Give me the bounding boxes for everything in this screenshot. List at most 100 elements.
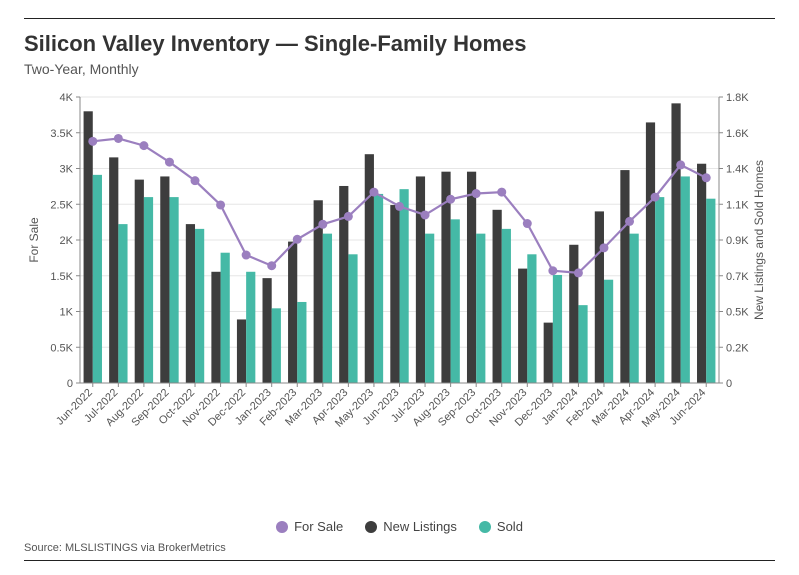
bar-sold bbox=[476, 234, 485, 383]
svg-text:1.4K: 1.4K bbox=[726, 164, 749, 176]
marker-for-sale bbox=[344, 212, 353, 221]
marker-for-sale bbox=[472, 189, 481, 198]
bar-sold bbox=[451, 219, 460, 383]
y-axis-left-title: For Sale bbox=[27, 217, 41, 263]
bar-sold bbox=[553, 275, 562, 383]
bar-sold bbox=[221, 253, 230, 383]
bar-new-listings bbox=[288, 242, 297, 383]
bar-sold bbox=[604, 280, 613, 383]
bar-new-listings bbox=[569, 245, 578, 383]
marker-for-sale bbox=[599, 243, 608, 252]
bar-sold bbox=[93, 175, 102, 383]
bar-new-listings bbox=[186, 224, 195, 383]
bar-sold bbox=[425, 234, 434, 383]
svg-text:0: 0 bbox=[67, 378, 73, 390]
bar-new-listings bbox=[135, 180, 144, 383]
legend-label: Sold bbox=[497, 519, 523, 534]
marker-for-sale bbox=[242, 251, 251, 260]
marker-for-sale bbox=[548, 266, 557, 275]
marker-for-sale bbox=[497, 188, 506, 197]
svg-text:2.5K: 2.5K bbox=[50, 199, 73, 211]
for-sale-swatch-icon bbox=[276, 521, 288, 533]
bar-sold bbox=[655, 197, 664, 383]
bar-new-listings bbox=[493, 210, 502, 383]
bar-sold bbox=[681, 176, 690, 383]
bar-sold bbox=[246, 272, 255, 383]
svg-text:3K: 3K bbox=[60, 164, 74, 176]
marker-for-sale bbox=[574, 268, 583, 277]
bar-sold bbox=[272, 308, 281, 383]
y-axis-right-title: New Listings and Sold Homes bbox=[752, 160, 766, 320]
bar-sold bbox=[502, 229, 511, 383]
marker-for-sale bbox=[88, 137, 97, 146]
bar-new-listings bbox=[595, 211, 604, 383]
marker-for-sale bbox=[191, 176, 200, 185]
chart-area: 00.5K1K1.5K2K2.5K3K3.5K4K00.2K0.5K0.7K0.… bbox=[24, 89, 775, 513]
marker-for-sale bbox=[421, 210, 430, 219]
legend-item-for-sale: For Sale bbox=[276, 519, 343, 534]
svg-text:1.6K: 1.6K bbox=[726, 128, 749, 140]
marker-for-sale bbox=[446, 195, 455, 204]
bar-sold bbox=[374, 194, 383, 383]
marker-for-sale bbox=[216, 200, 225, 209]
svg-text:1.8K: 1.8K bbox=[726, 92, 749, 104]
bar-new-listings bbox=[518, 269, 527, 383]
marker-for-sale bbox=[267, 261, 276, 270]
bar-new-listings bbox=[237, 319, 246, 383]
marker-for-sale bbox=[318, 220, 327, 229]
svg-text:1K: 1K bbox=[60, 307, 74, 319]
bar-sold bbox=[400, 189, 409, 383]
bar-new-listings bbox=[697, 164, 706, 383]
sold-swatch-icon bbox=[479, 521, 491, 533]
bar-sold bbox=[118, 224, 127, 383]
bar-new-listings bbox=[646, 122, 655, 383]
bar-sold bbox=[195, 229, 204, 383]
bar-sold bbox=[706, 199, 715, 383]
bar-sold bbox=[323, 234, 332, 383]
rule-top bbox=[24, 18, 775, 19]
svg-text:4K: 4K bbox=[60, 92, 74, 104]
bar-new-listings bbox=[262, 278, 271, 383]
bar-new-listings bbox=[211, 272, 220, 383]
svg-text:0.5K: 0.5K bbox=[726, 307, 749, 319]
rule-bottom bbox=[24, 560, 775, 561]
bar-new-listings bbox=[467, 172, 476, 383]
bar-sold bbox=[169, 197, 178, 383]
bar-new-listings bbox=[84, 111, 93, 383]
bar-new-listings bbox=[390, 205, 399, 383]
new-listings-swatch-icon bbox=[365, 521, 377, 533]
marker-for-sale bbox=[523, 219, 532, 228]
svg-text:1.5K: 1.5K bbox=[50, 271, 73, 283]
bar-sold bbox=[578, 305, 587, 383]
marker-for-sale bbox=[139, 141, 148, 150]
marker-for-sale bbox=[702, 173, 711, 182]
svg-text:0: 0 bbox=[726, 378, 732, 390]
bar-sold bbox=[527, 254, 536, 383]
marker-for-sale bbox=[651, 193, 660, 202]
svg-text:2K: 2K bbox=[60, 235, 74, 247]
svg-text:0.2K: 0.2K bbox=[726, 342, 749, 354]
svg-text:3.5K: 3.5K bbox=[50, 128, 73, 140]
legend-label: For Sale bbox=[294, 519, 343, 534]
bar-sold bbox=[297, 302, 306, 383]
marker-for-sale bbox=[625, 217, 634, 226]
marker-for-sale bbox=[165, 158, 174, 167]
legend: For Sale New Listings Sold bbox=[24, 519, 775, 534]
combo-chart: 00.5K1K1.5K2K2.5K3K3.5K4K00.2K0.5K0.7K0.… bbox=[24, 89, 775, 449]
bar-new-listings bbox=[620, 170, 629, 383]
bar-new-listings bbox=[671, 103, 680, 383]
marker-for-sale bbox=[369, 188, 378, 197]
bar-new-listings bbox=[416, 176, 425, 383]
source-text: Source: MLSLISTINGS via BrokerMetrics bbox=[24, 542, 775, 554]
svg-text:0.5K: 0.5K bbox=[50, 342, 73, 354]
legend-item-new-listings: New Listings bbox=[365, 519, 457, 534]
bar-sold bbox=[630, 234, 639, 383]
marker-for-sale bbox=[676, 160, 685, 169]
bar-sold bbox=[144, 197, 153, 383]
marker-for-sale bbox=[395, 202, 404, 211]
page-title: Silicon Valley Inventory — Single-Family… bbox=[24, 31, 775, 57]
bar-sold bbox=[348, 254, 357, 383]
bar-new-listings bbox=[544, 323, 553, 383]
page-subtitle: Two-Year, Monthly bbox=[24, 61, 775, 77]
svg-text:1.1K: 1.1K bbox=[726, 199, 749, 211]
